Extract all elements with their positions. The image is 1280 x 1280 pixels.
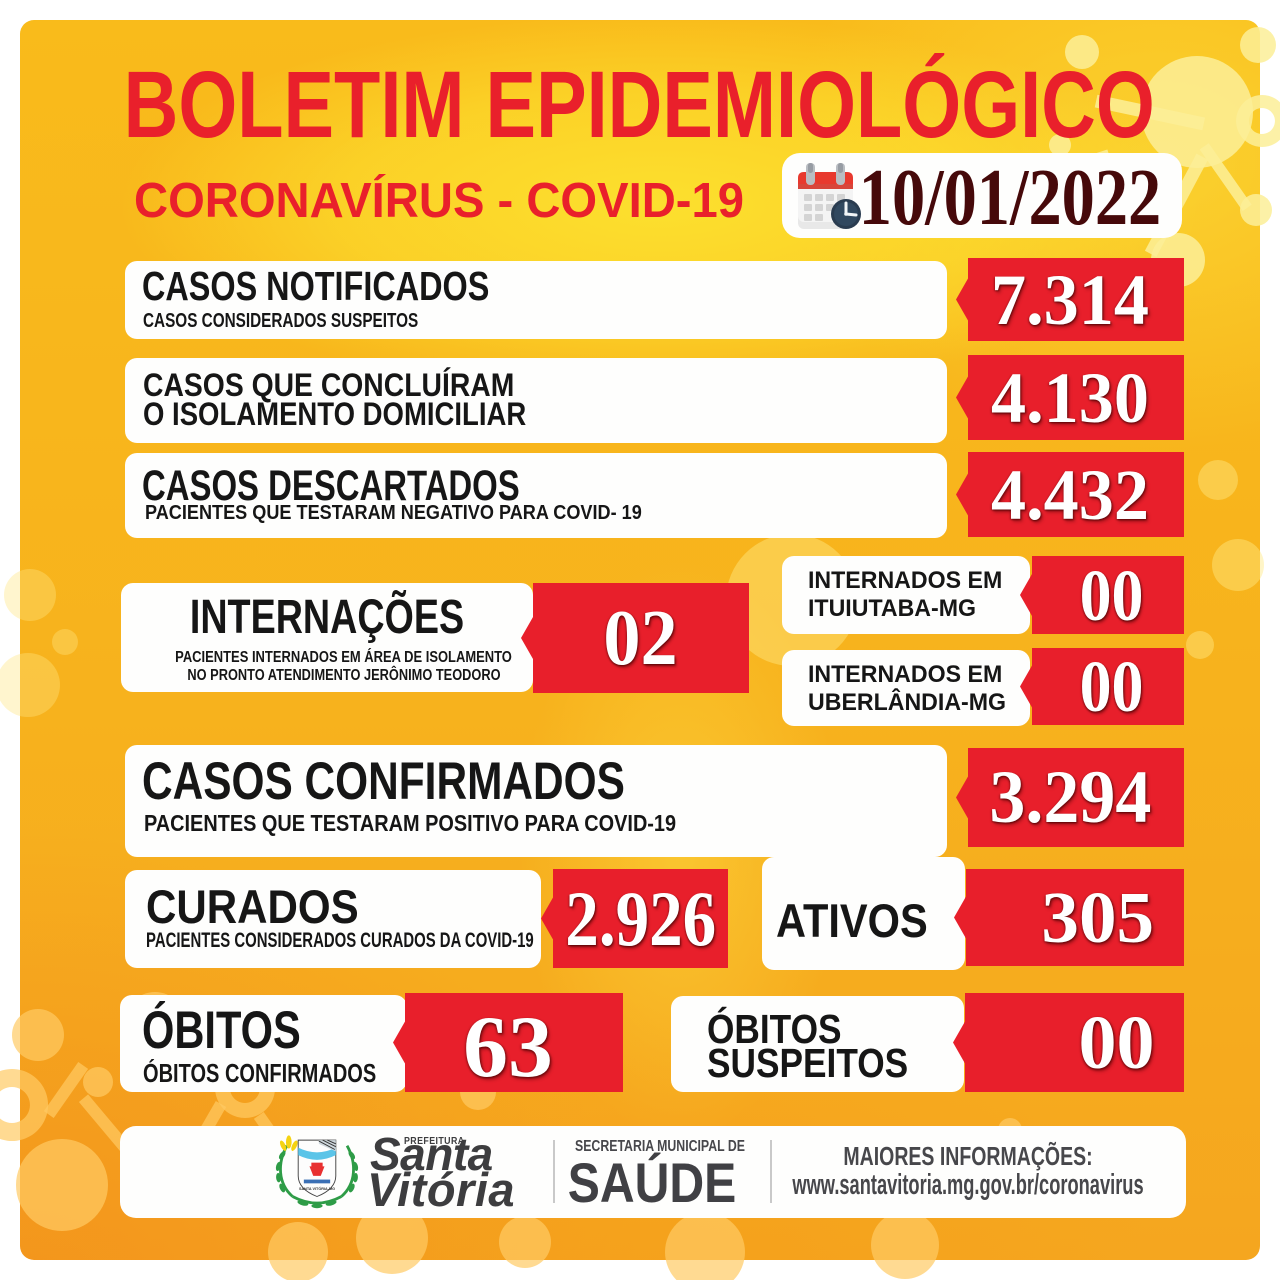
svg-text:SANTA VITÓRIA-MG: SANTA VITÓRIA-MG bbox=[299, 1186, 335, 1191]
